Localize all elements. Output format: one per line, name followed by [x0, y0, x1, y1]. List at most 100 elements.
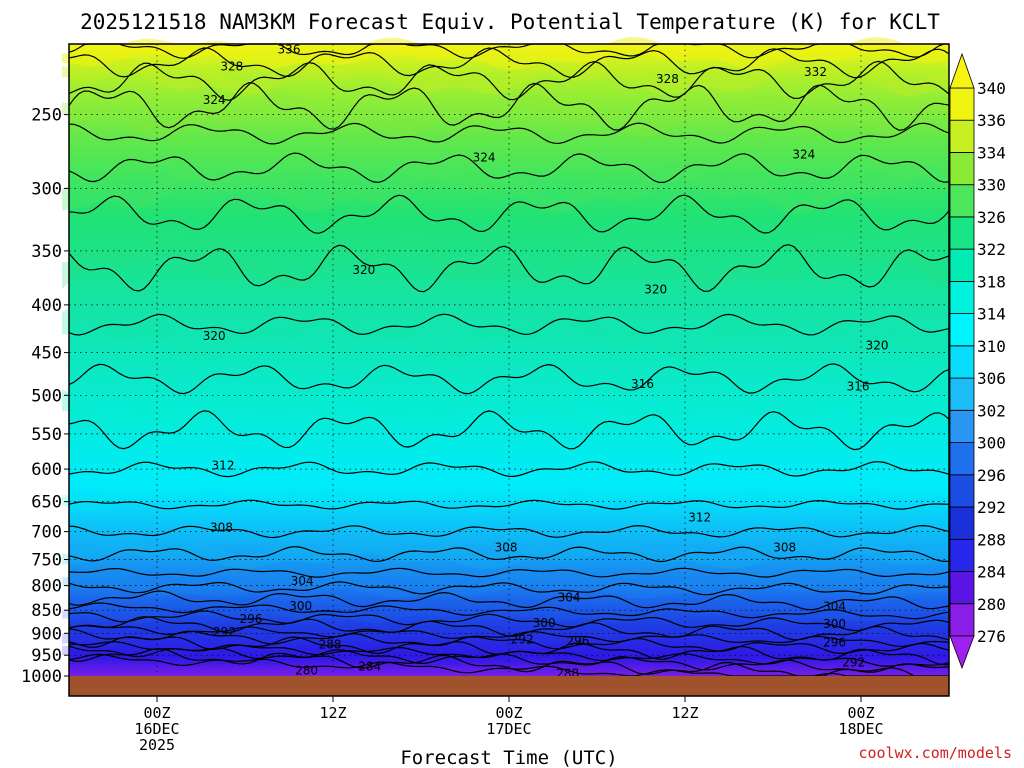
- isentrope-band: [62, 234, 952, 290]
- y-tick-label: 550: [31, 425, 62, 445]
- contour-label: 312: [212, 459, 235, 473]
- contour-lines: [68, 43, 950, 677]
- contour-line: [68, 628, 950, 654]
- contour-label: 304: [291, 574, 314, 588]
- contour-line: [68, 152, 950, 183]
- y-tick-label: 1000: [21, 667, 62, 687]
- contour-label: 300: [823, 617, 846, 631]
- colorbar-label: 318: [977, 272, 1006, 291]
- x-tick-label: 17DEC: [486, 720, 531, 738]
- chart-title: 2025121518 NAM3KM Forecast Equiv. Potent…: [80, 10, 940, 34]
- grid-lines: [69, 44, 949, 676]
- contour-label: 292: [511, 633, 534, 647]
- contour-line: [68, 625, 950, 647]
- colorbar-label: 292: [977, 498, 1006, 517]
- colorbar-swatch: [949, 409, 975, 443]
- isentrope-band: [62, 304, 954, 364]
- x-tick-label: 12Z: [671, 704, 698, 722]
- contour-line: [68, 590, 950, 611]
- isentrope-band: [62, 479, 950, 512]
- x-axis-label: Forecast Time (UTC): [400, 747, 617, 768]
- colorbar-label: 306: [977, 369, 1006, 388]
- y-tick-label: 450: [31, 344, 62, 364]
- contour-label: 300: [533, 616, 556, 630]
- colorbar-label: 302: [977, 401, 1006, 420]
- contour-labels: 336 328 324 328 332 324 324 320 320 320 320 316 316 3…: [203, 43, 889, 681]
- isentrope-band: [62, 388, 953, 434]
- isentrope-band: [62, 597, 950, 624]
- contour-line: [68, 122, 950, 145]
- colorbar-swatch: [949, 87, 975, 121]
- contour-line: [68, 546, 950, 563]
- contour-line: [68, 47, 950, 79]
- contour-label: 316: [847, 379, 870, 393]
- contour-label: 296: [823, 636, 846, 650]
- colorbar-swatch: [949, 248, 975, 282]
- contour-label: 304: [558, 591, 581, 605]
- contour-line: [68, 461, 950, 478]
- colorbar-label: 334: [977, 144, 1006, 163]
- colorbar-label: 280: [977, 595, 1006, 614]
- colorbar-label: 340: [977, 79, 1006, 98]
- colorbar-min-arrow: [949, 635, 975, 670]
- x-tick-label: 16DEC: [134, 720, 179, 738]
- isentrope-bands: [62, 36, 954, 668]
- contour-line: [68, 363, 950, 395]
- contour-label: 296: [239, 612, 262, 626]
- y-axis: 250 300 350 400 450 500 550 600 650 700 750 800 850 9…: [21, 106, 69, 687]
- y-tick-label: 350: [31, 242, 62, 262]
- colorbar-label: 336: [977, 111, 1006, 130]
- y-tick-label: 700: [31, 523, 62, 543]
- contour-label: 332: [804, 65, 827, 79]
- colorbar-label: 314: [977, 305, 1006, 324]
- colorbar-swatch: [949, 442, 975, 476]
- contour-label: 320: [644, 283, 667, 297]
- contour-label: 324: [203, 93, 226, 107]
- x-tick-label: 18DEC: [838, 720, 883, 738]
- colorbar-label: 326: [977, 208, 1006, 227]
- y-tick-label: 250: [31, 106, 62, 126]
- colorbar-label: 322: [977, 240, 1006, 259]
- contour-label: 292: [842, 655, 865, 669]
- contour-label: 296: [566, 634, 589, 648]
- colorbar-label: 310: [977, 337, 1006, 356]
- contour-label: 292: [213, 625, 236, 639]
- colorbar-label: 288: [977, 530, 1006, 549]
- contour-label: 308: [210, 521, 233, 535]
- y-tick-label: 500: [31, 386, 62, 406]
- colorbar-swatch: [949, 506, 975, 540]
- y-tick-label: 950: [31, 646, 62, 666]
- x-tick-label: 00Z: [847, 704, 874, 722]
- colorbar-label: 296: [977, 466, 1006, 485]
- contour-label: 324: [792, 148, 815, 162]
- contour-label: 304: [823, 599, 846, 613]
- colorbar-label: 300: [977, 434, 1006, 453]
- colorbar-swatch: [949, 152, 975, 186]
- contour-line: [68, 313, 950, 336]
- ground-surface: [69, 676, 949, 696]
- y-tick-label: 400: [31, 296, 62, 316]
- contour-label: 328: [656, 72, 679, 86]
- contour-label: 284: [358, 660, 381, 674]
- contour-line: [68, 567, 950, 578]
- contour-label: 320: [866, 338, 889, 352]
- colorbar-swatch: [949, 280, 975, 314]
- contour-line: [68, 194, 950, 234]
- colorbar-swatch: [949, 216, 975, 250]
- isentrope-band: [62, 58, 951, 97]
- contour-label: 320: [203, 329, 226, 343]
- x-tick-label: 2025: [139, 736, 175, 754]
- contour-label: 300: [289, 599, 312, 613]
- y-tick-label: 850: [31, 601, 62, 621]
- x-tick-label: 12Z: [319, 704, 346, 722]
- colorbar-max-arrow: [949, 52, 975, 89]
- y-tick-label: 600: [31, 460, 62, 480]
- colorbar-label: 284: [977, 563, 1006, 582]
- contour-label: 336: [278, 43, 301, 57]
- contour-line: [68, 610, 950, 632]
- x-tick-label: 00Z: [495, 704, 522, 722]
- plot-area: 336 328 324 328 332 324 324 320 320 320 320 316 316 3…: [62, 36, 954, 697]
- y-tick-label: 650: [31, 493, 62, 513]
- contour-label: 288: [319, 637, 342, 651]
